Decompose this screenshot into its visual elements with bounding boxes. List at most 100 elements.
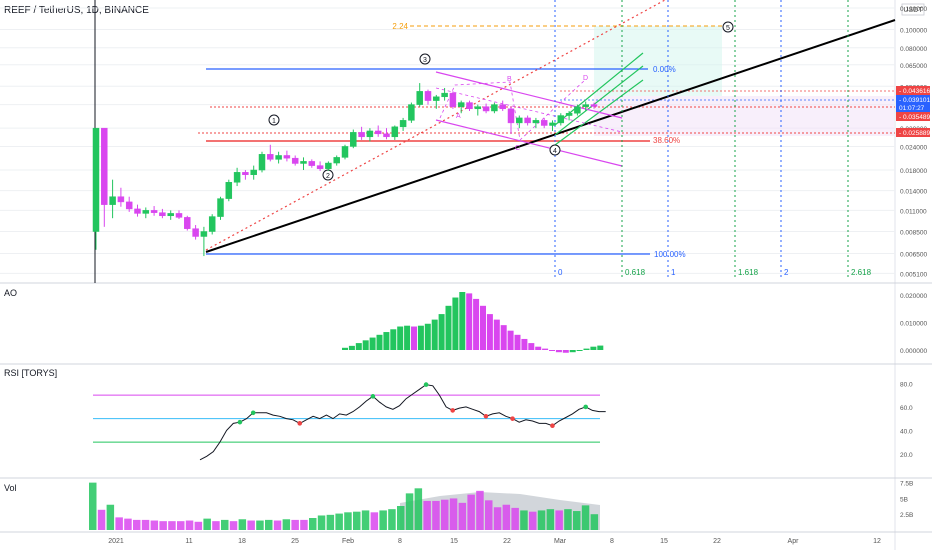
price-tick-label: 0.014000 (900, 189, 927, 196)
svg-text:2: 2 (326, 173, 330, 180)
ao-bar (411, 326, 417, 350)
price-drawings: 2.24 0.00% 38.60% 100.00% A B C D (94, 0, 896, 283)
candle-body (283, 155, 291, 159)
rsi-tick-label: 40.0 (900, 428, 913, 435)
ao-bar (376, 334, 383, 350)
rsi-marker (237, 419, 243, 425)
ao-bar (362, 340, 369, 350)
candle-body (341, 146, 349, 158)
ao-bar (369, 337, 376, 350)
vol-bar (238, 519, 247, 530)
ao-bar (452, 297, 459, 350)
magenta-channel-top (435, 71, 623, 119)
candle-body (308, 161, 316, 166)
candle-body (325, 162, 332, 169)
vol-bar (89, 482, 97, 530)
ao-bar (549, 350, 555, 351)
ao-bar (500, 325, 507, 350)
ao-series (342, 292, 604, 353)
ao-bar (424, 323, 431, 350)
rsi-tick-label: 60.0 (900, 405, 913, 412)
vol-bar (564, 509, 572, 530)
vol-bar (185, 520, 194, 530)
vol-bar (476, 490, 484, 530)
vol-axis: 7.5B 5B 2.5B (900, 481, 913, 520)
ao-bar (555, 350, 562, 353)
candle-body (482, 106, 490, 112)
ao-tick-label: 0.000000 (900, 348, 927, 355)
fib-target-label: 2.24 (392, 22, 408, 31)
vol-bar (300, 519, 308, 530)
vol-bar (124, 518, 132, 530)
wave-label-5: 5 (722, 21, 734, 33)
price-tick-label: 0.011000 (900, 208, 927, 215)
rsi-line (199, 384, 606, 461)
vol-bar (361, 510, 370, 530)
candle-body (142, 210, 150, 214)
rsi-axis: 80.0 60.0 40.0 20.0 (900, 381, 913, 459)
candle-body (416, 91, 423, 105)
candle-body (457, 102, 465, 107)
vol-bar (573, 511, 581, 530)
candle-body (491, 104, 498, 112)
candle-body (474, 106, 482, 110)
vol-bar (141, 519, 150, 530)
rsi-tick-label: 80.0 (900, 381, 913, 388)
candle-body (408, 104, 415, 121)
ao-tick-label: 0.020000 (900, 293, 927, 300)
candle-body (540, 120, 548, 126)
candle-body (109, 196, 116, 205)
price-badge-label: - 0.043616 (899, 88, 930, 95)
vol-bar (388, 509, 396, 530)
ao-bar (473, 298, 480, 350)
ao-axis: 0.020000 0.010000 0.000000 (900, 293, 927, 355)
candle-body (441, 92, 448, 98)
vol-bar (291, 519, 299, 530)
ao-bar (535, 346, 542, 350)
symbol-title: REEF / TetherUS, 1D, BINANCE (4, 5, 149, 16)
ao-bar (383, 332, 390, 350)
price-badge-label: - 0.025889 (899, 130, 930, 137)
candle-body (399, 120, 407, 128)
vol-bar (309, 518, 317, 530)
price-badge (896, 95, 930, 104)
vol-bar (546, 509, 555, 530)
candle-body (433, 96, 440, 101)
rsi-marker (250, 410, 256, 416)
vol-bar (414, 488, 423, 530)
candle-body (300, 161, 307, 164)
ao-bar (583, 348, 590, 350)
candle-body (159, 212, 166, 217)
ao-bar (348, 345, 355, 350)
fib-time-label-2618: 2.618 (851, 268, 872, 277)
candle-body (532, 120, 540, 124)
channel-point-a: A (456, 113, 461, 120)
fib-time-label-0618: 0.618 (625, 268, 646, 277)
ao-bar (397, 326, 404, 350)
ao-bar (493, 319, 500, 350)
time-tick-label: 12 (873, 538, 881, 545)
candle-body (134, 208, 141, 214)
candle-body (225, 182, 233, 199)
fib-level-38-label: 38.60% (653, 136, 680, 145)
vol-bar (115, 517, 123, 530)
vol-bar (502, 504, 511, 530)
vol-bar (159, 521, 167, 530)
candle-body (391, 126, 399, 138)
time-tick-label: Feb (342, 538, 354, 545)
rsi-marker (583, 404, 588, 410)
ao-bar (597, 345, 604, 350)
time-tick-label: 25 (291, 538, 299, 545)
price-tick-label: 0.100000 (900, 28, 927, 35)
vol-tick-label: 5B (900, 496, 908, 503)
ao-bar (486, 314, 493, 350)
ao-bar (528, 343, 535, 350)
price-badge (896, 128, 930, 137)
vol-bar (537, 510, 546, 530)
candle-body (242, 172, 249, 175)
rsi-marker (450, 408, 456, 413)
price-badge-label: - 0.039101 (899, 97, 930, 104)
candle-body (383, 133, 390, 138)
vol-bar (529, 511, 537, 530)
